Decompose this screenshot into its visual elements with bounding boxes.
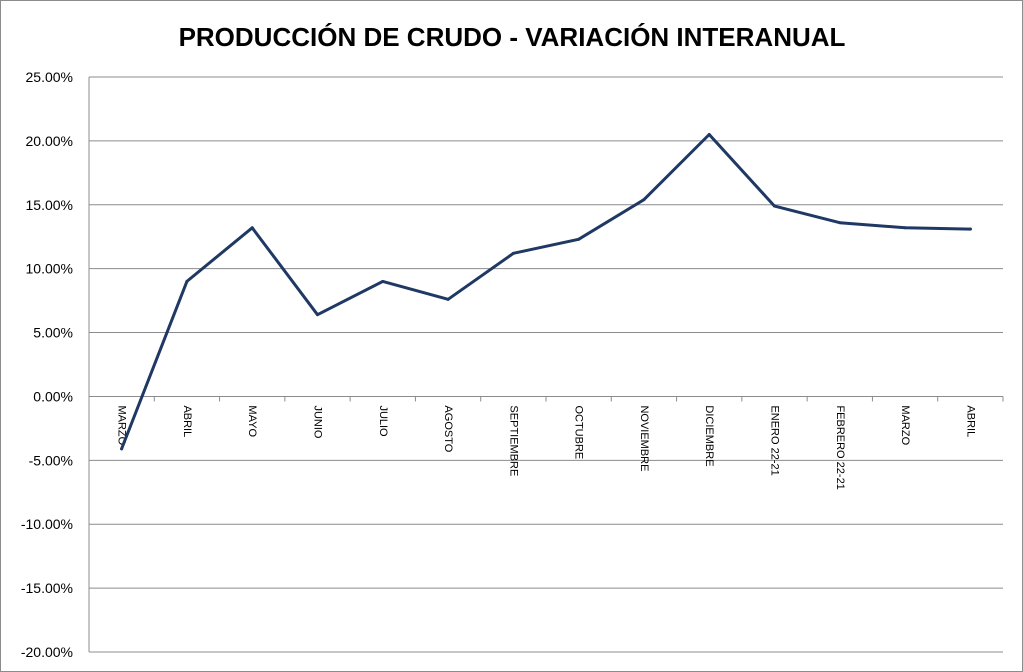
y-tick-label: 20.00% bbox=[26, 133, 73, 149]
x-tick-label: AGOSTO bbox=[442, 405, 454, 452]
data-point bbox=[968, 227, 972, 231]
y-axis-tick-labels: 25.00% 20.00% 15.00% 10.00% 5.00% 0.00% -5.00%… bbox=[21, 69, 73, 660]
data-point bbox=[577, 237, 581, 241]
y-tick-label: 10.00% bbox=[26, 261, 73, 277]
data-point bbox=[446, 297, 450, 301]
x-tick-label: NOVIEMBRE bbox=[638, 405, 650, 471]
y-tick-label: -15.00% bbox=[21, 580, 73, 596]
data-point bbox=[511, 251, 515, 255]
y-tick-label: 25.00% bbox=[26, 69, 73, 85]
x-tick-label: FEBRERO 22-21 bbox=[834, 405, 846, 489]
x-tick-label: JULIO bbox=[377, 405, 389, 437]
y-tick-label: -5.00% bbox=[29, 452, 73, 468]
x-tick-label: MARZO bbox=[899, 405, 911, 445]
x-tick-label: MAYO bbox=[246, 405, 258, 437]
x-tick-label: SEPTIEMBRE bbox=[507, 405, 519, 476]
x-tick-label: MARZO bbox=[116, 405, 128, 445]
data-point bbox=[250, 226, 254, 230]
series-line bbox=[120, 133, 972, 451]
data-point bbox=[185, 279, 189, 283]
x-tick-label: OCTUBRE bbox=[573, 405, 585, 459]
data-point bbox=[773, 204, 776, 208]
y-tick-label: -20.00% bbox=[21, 644, 73, 660]
y-tick-label: 0.00% bbox=[33, 388, 73, 404]
x-tick-label: ABRIL bbox=[964, 405, 976, 437]
x-tick-label: DICIEMBRE bbox=[703, 405, 715, 466]
data-point bbox=[903, 226, 907, 230]
y-tick-label: 15.00% bbox=[26, 197, 73, 213]
data-point bbox=[316, 313, 319, 317]
y-tick-label: -10.00% bbox=[21, 516, 73, 532]
chart-title: PRODUCCIÓN DE CRUDO - VARIACIÓN INTERANU… bbox=[179, 22, 846, 52]
x-tick-label: ABRIL bbox=[181, 405, 193, 437]
gridlines bbox=[88, 76, 1004, 653]
data-point bbox=[707, 133, 711, 136]
data-point bbox=[120, 447, 124, 451]
y-tick-label: 5.00% bbox=[33, 325, 73, 341]
x-axis-tick-labels: MARZO ABRIL MAYO JUNIO JULIO AGOSTO SEPTIEMBRE… bbox=[116, 405, 977, 489]
data-point bbox=[642, 198, 646, 202]
data-point bbox=[381, 279, 385, 283]
x-tick-label: ENERO 22-21 bbox=[769, 405, 781, 475]
x-tick-label: JUNIO bbox=[312, 405, 324, 438]
series-layer bbox=[120, 133, 972, 451]
data-point bbox=[838, 221, 842, 225]
